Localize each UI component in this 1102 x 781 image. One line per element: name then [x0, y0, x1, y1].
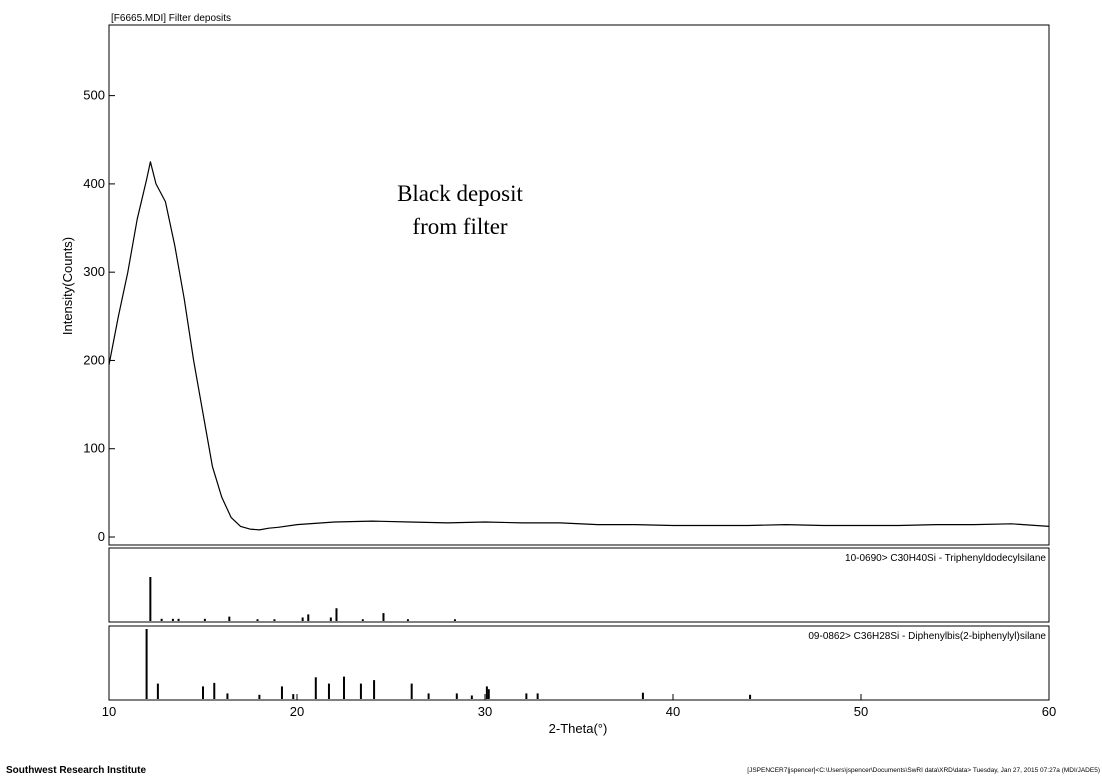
reference-pattern-1 [149, 577, 456, 621]
x-axis: 10 20 30 40 50 60 [102, 694, 1056, 719]
x-tick-label: 40 [666, 704, 680, 719]
reference-pattern-2 [145, 629, 752, 699]
x-tick-label: 10 [102, 704, 116, 719]
y-tick-label: 0 [98, 529, 105, 544]
y-tick-label: 200 [83, 352, 105, 367]
x-tick-label: 30 [478, 704, 492, 719]
y-tick-label: 500 [83, 88, 105, 103]
reference-label-2: 09-0862> C36H28Si - Diphenylbis(2-biphen… [808, 631, 1046, 642]
reference-panel-1-frame [108, 547, 1050, 623]
x-axis-title: 2-Theta(°) [549, 721, 608, 736]
y-axis-title: Intensity(Counts) [60, 237, 75, 335]
diffraction-pattern [108, 161, 1050, 531]
reference-label-1: 10-0690> C30H40Si - Triphenyldodecylsila… [845, 553, 1046, 564]
annotation-line-2: from filter [412, 214, 507, 239]
y-tick-label: 400 [83, 176, 105, 191]
y-tick-label: 100 [83, 441, 105, 456]
series-line [108, 161, 1050, 531]
x-tick-label: 50 [854, 704, 868, 719]
file-path-info: [JSPENCER7|jspencer]<C:\Users\jspencer\D… [747, 767, 1100, 774]
main-plot-frame [108, 24, 1050, 546]
x-tick-label: 60 [1042, 704, 1056, 719]
y-axis: 0 100 200 300 400 500 [83, 88, 115, 544]
institution-label: Southwest Research Institute [6, 765, 147, 776]
x-tick-label: 20 [290, 704, 304, 719]
annotation-line-1: Black deposit [397, 181, 523, 206]
chart-title: [F6665.MDI] Filter deposits [111, 13, 231, 24]
reference-panel-2-frame [108, 625, 1050, 701]
y-tick-label: 300 [83, 264, 105, 279]
